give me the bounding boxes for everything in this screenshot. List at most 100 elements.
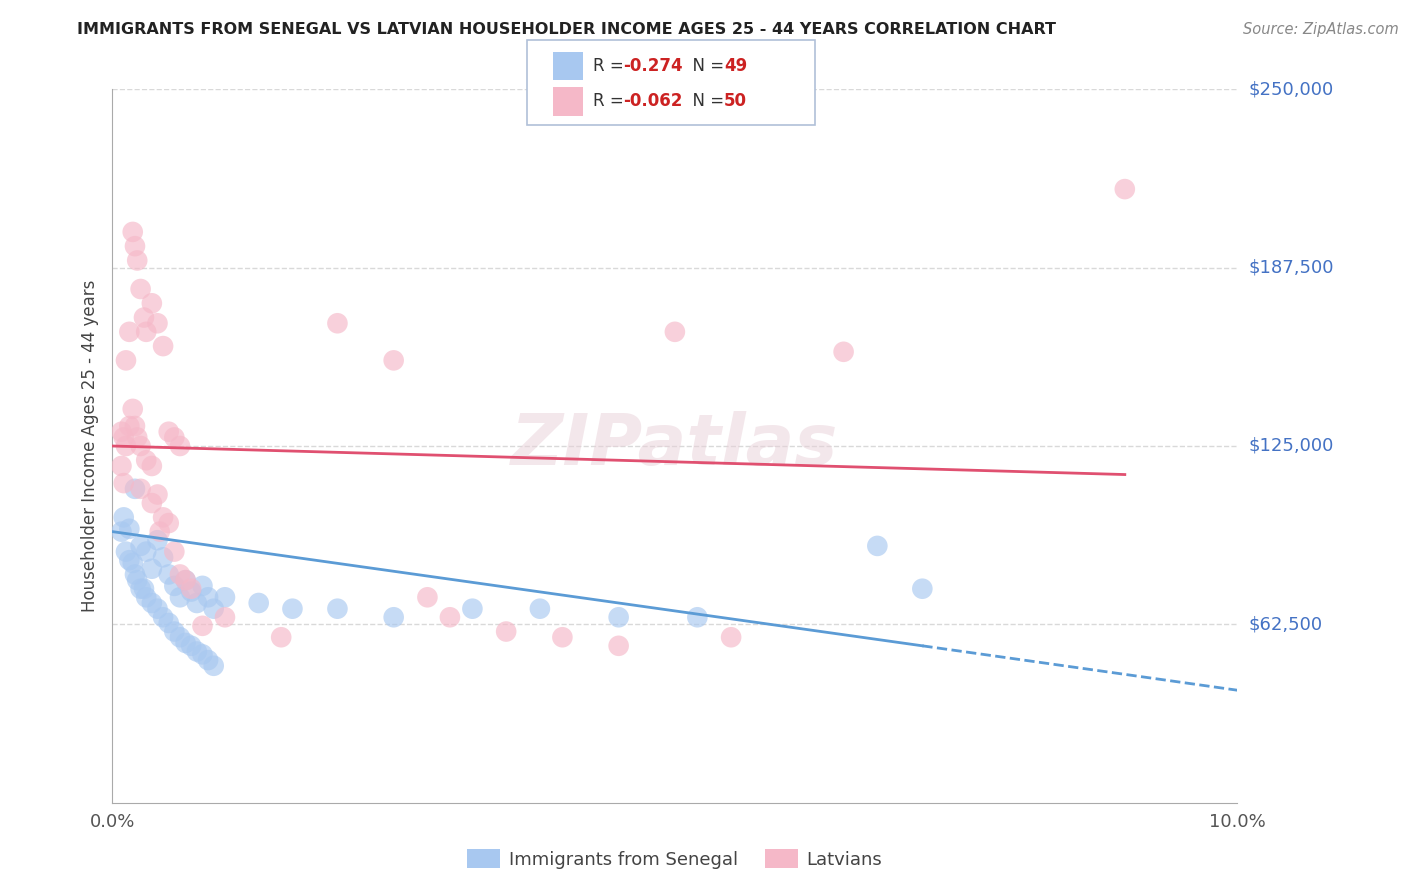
Point xyxy=(118,522,141,536)
Point xyxy=(112,510,135,524)
Point xyxy=(129,482,152,496)
Point xyxy=(110,425,132,439)
Point xyxy=(146,316,169,330)
Point xyxy=(551,630,574,644)
Point xyxy=(197,591,219,605)
Point xyxy=(152,510,174,524)
Point xyxy=(110,524,132,539)
Point xyxy=(169,567,191,582)
Point xyxy=(202,658,225,673)
Point xyxy=(152,550,174,565)
Point xyxy=(135,325,157,339)
Point xyxy=(197,653,219,667)
Point xyxy=(115,544,138,558)
Point xyxy=(186,596,208,610)
Point xyxy=(132,582,155,596)
Point xyxy=(382,610,405,624)
Point xyxy=(169,591,191,605)
Point xyxy=(129,439,152,453)
Point xyxy=(129,282,152,296)
Point xyxy=(112,430,135,444)
Point xyxy=(326,316,349,330)
Text: 49: 49 xyxy=(724,57,748,75)
Point xyxy=(607,610,630,624)
Point xyxy=(191,648,214,662)
Point xyxy=(214,591,236,605)
Point xyxy=(461,601,484,615)
Point xyxy=(146,487,169,501)
Point xyxy=(191,619,214,633)
Point xyxy=(127,253,149,268)
Point xyxy=(174,573,197,587)
Point xyxy=(135,544,157,558)
Point xyxy=(529,601,551,615)
Point xyxy=(124,419,146,434)
Point xyxy=(186,644,208,658)
Point xyxy=(141,596,163,610)
Point xyxy=(180,582,202,596)
Point xyxy=(152,610,174,624)
Point xyxy=(135,453,157,467)
Point xyxy=(141,496,163,510)
Point xyxy=(202,601,225,615)
Point xyxy=(439,610,461,624)
Point xyxy=(141,562,163,576)
Point xyxy=(110,458,132,473)
Text: -0.062: -0.062 xyxy=(623,93,682,111)
Point xyxy=(149,524,172,539)
Text: ZIPatlas: ZIPatlas xyxy=(512,411,838,481)
Point xyxy=(169,439,191,453)
Point xyxy=(121,556,143,570)
Point xyxy=(121,401,143,416)
Point xyxy=(270,630,292,644)
Point xyxy=(169,630,191,644)
Point xyxy=(326,601,349,615)
Point xyxy=(112,476,135,491)
Point xyxy=(1114,182,1136,196)
Point xyxy=(281,601,304,615)
Point xyxy=(124,239,146,253)
Point xyxy=(163,624,186,639)
Point xyxy=(157,615,180,630)
Point xyxy=(146,601,169,615)
Point xyxy=(607,639,630,653)
Point xyxy=(180,639,202,653)
Y-axis label: Householder Income Ages 25 - 44 years: Householder Income Ages 25 - 44 years xyxy=(80,280,98,612)
Text: R =: R = xyxy=(593,57,630,75)
Point xyxy=(135,591,157,605)
Text: N =: N = xyxy=(682,57,730,75)
Point xyxy=(157,425,180,439)
Text: N =: N = xyxy=(682,93,730,111)
Text: IMMIGRANTS FROM SENEGAL VS LATVIAN HOUSEHOLDER INCOME AGES 25 - 44 YEARS CORRELA: IMMIGRANTS FROM SENEGAL VS LATVIAN HOUSE… xyxy=(77,22,1056,37)
Point xyxy=(118,325,141,339)
Point xyxy=(124,482,146,496)
Point xyxy=(121,225,143,239)
Point xyxy=(129,582,152,596)
Point xyxy=(163,544,186,558)
Point xyxy=(866,539,889,553)
Point xyxy=(191,579,214,593)
Point xyxy=(720,630,742,644)
Point xyxy=(664,325,686,339)
Point xyxy=(247,596,270,610)
Point xyxy=(214,610,236,624)
Point xyxy=(495,624,517,639)
Point xyxy=(118,419,141,434)
Point xyxy=(157,567,180,582)
Point xyxy=(163,579,186,593)
Point xyxy=(174,636,197,650)
Point xyxy=(115,353,138,368)
Text: -0.274: -0.274 xyxy=(623,57,682,75)
Point xyxy=(180,584,202,599)
Point xyxy=(157,516,180,530)
Point xyxy=(911,582,934,596)
Point xyxy=(141,458,163,473)
Point xyxy=(152,339,174,353)
Text: Source: ZipAtlas.com: Source: ZipAtlas.com xyxy=(1243,22,1399,37)
Point xyxy=(163,430,186,444)
Point xyxy=(127,573,149,587)
Text: $125,000: $125,000 xyxy=(1249,437,1334,455)
Text: $62,500: $62,500 xyxy=(1249,615,1323,633)
Point xyxy=(416,591,439,605)
Point xyxy=(118,553,141,567)
